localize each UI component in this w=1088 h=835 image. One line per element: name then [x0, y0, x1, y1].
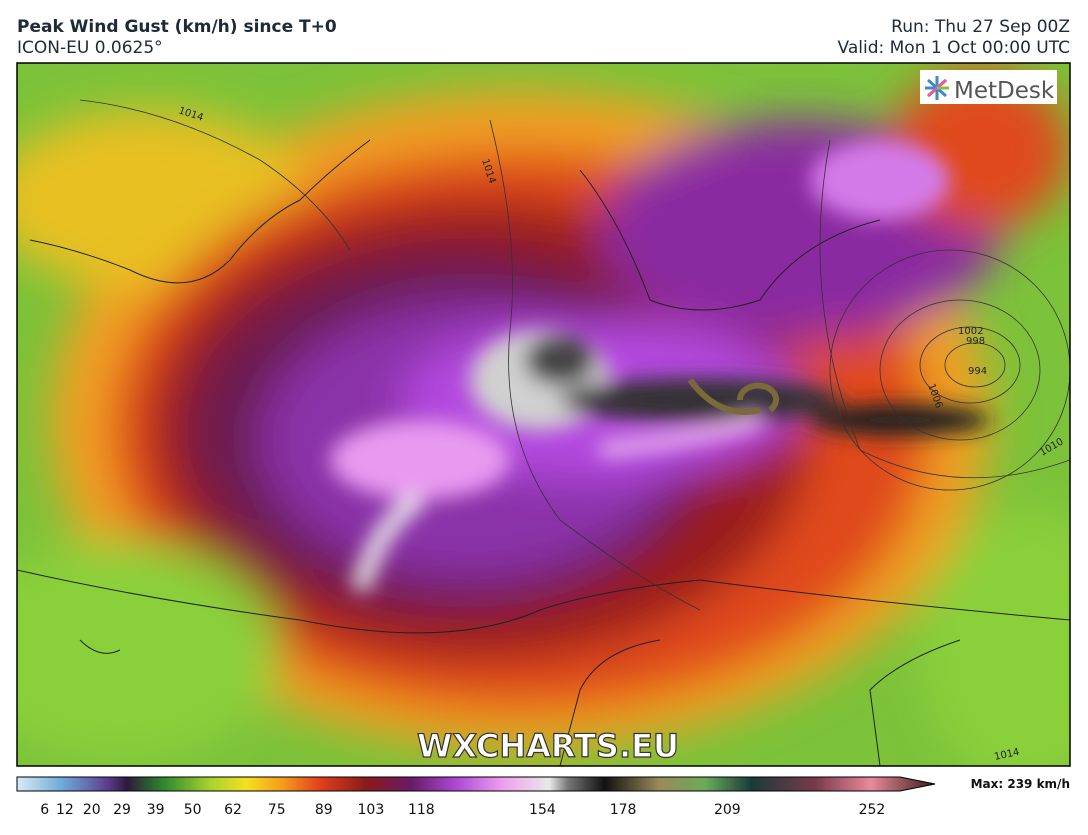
- run: Run: Thu 27 Sep 00Z: [891, 17, 1070, 37]
- title: Peak Wind Gust (km/h) since T+0: [17, 17, 337, 37]
- colorbar-tick-label: 50: [184, 802, 202, 818]
- isobar-label: 998: [966, 336, 985, 347]
- map-frame: [16, 62, 1071, 767]
- model: ICON-EU 0.0625°: [17, 38, 163, 58]
- logo-text: MetDesk: [954, 78, 1055, 104]
- isobar-label: 994: [968, 366, 987, 377]
- isobar-label: 1014: [993, 747, 1020, 763]
- colorbar-tick-label: 103: [358, 802, 385, 818]
- colorbar-tick-label: 12: [56, 802, 74, 818]
- watermark: WXCHARTS.EU: [417, 727, 679, 765]
- colorbar-tick-label: 154: [529, 802, 556, 818]
- colorbar-tick-label: 75: [268, 802, 286, 818]
- colorbar-tick-label: 118: [408, 802, 435, 818]
- colorbar-tick-label: 209: [714, 802, 741, 818]
- map: 1014 1014 1002 998 994 1006 1010 1014 Me…: [17, 63, 1070, 766]
- colorbar-tick-label: 29: [113, 802, 131, 818]
- colorbar-tick-label: 178: [610, 802, 637, 818]
- colorbar-tick-label: 20: [83, 802, 101, 818]
- colorbar-tick-label: 252: [859, 802, 886, 818]
- max-label: Max: 239 km/h: [971, 777, 1070, 791]
- valid-time: Valid: Mon 1 Oct 00:00 UTC: [838, 38, 1070, 58]
- colorbar-tick-label: 6: [40, 802, 49, 818]
- colorbar-ticks: 6 12 20 29 39 50 62 75 89 103 118 154 178 209 252: [40, 802, 885, 818]
- colorbar: [16, 776, 936, 792]
- colorbar-tick-label: 39: [147, 802, 165, 818]
- logo-icon: [925, 76, 949, 100]
- colorbar-tick-label: 89: [315, 802, 333, 818]
- isobar-label: 1002: [958, 326, 983, 337]
- colorbar-tick-label: 62: [224, 802, 242, 818]
